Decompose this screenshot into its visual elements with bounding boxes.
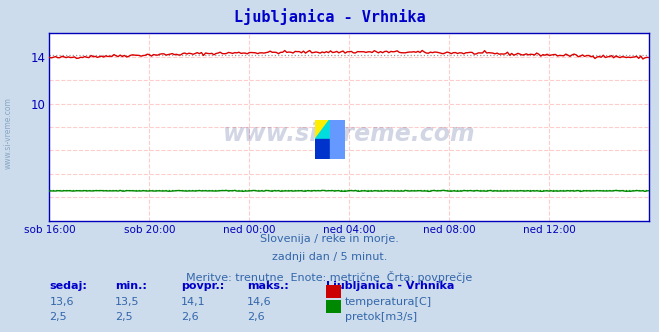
Text: 2,5: 2,5	[115, 312, 133, 322]
Text: 14,1: 14,1	[181, 297, 206, 307]
Text: 13,5: 13,5	[115, 297, 140, 307]
Text: sedaj:: sedaj:	[49, 281, 87, 290]
Text: temperatura[C]: temperatura[C]	[345, 297, 432, 307]
Text: povpr.:: povpr.:	[181, 281, 225, 290]
Text: 2,6: 2,6	[247, 312, 265, 322]
Polygon shape	[330, 120, 345, 159]
Text: Meritve: trenutne  Enote: metrične  Črta: povprečje: Meritve: trenutne Enote: metrične Črta: …	[186, 271, 473, 283]
Text: Ljubljanica - Vrhnika: Ljubljanica - Vrhnika	[326, 281, 455, 290]
Text: 2,5: 2,5	[49, 312, 67, 322]
Text: 13,6: 13,6	[49, 297, 74, 307]
Text: min.:: min.:	[115, 281, 147, 290]
Text: Ljubljanica - Vrhnika: Ljubljanica - Vrhnika	[234, 8, 425, 25]
Polygon shape	[315, 120, 330, 139]
Polygon shape	[315, 120, 330, 139]
Text: 14,6: 14,6	[247, 297, 272, 307]
Text: Slovenija / reke in morje.: Slovenija / reke in morje.	[260, 234, 399, 244]
Text: pretok[m3/s]: pretok[m3/s]	[345, 312, 416, 322]
Text: www.si-vreme.com: www.si-vreme.com	[4, 97, 13, 169]
Text: 2,6: 2,6	[181, 312, 199, 322]
Text: zadnji dan / 5 minut.: zadnji dan / 5 minut.	[272, 252, 387, 262]
Text: maks.:: maks.:	[247, 281, 289, 290]
Text: www.si-vreme.com: www.si-vreme.com	[223, 123, 476, 146]
Polygon shape	[315, 139, 330, 159]
